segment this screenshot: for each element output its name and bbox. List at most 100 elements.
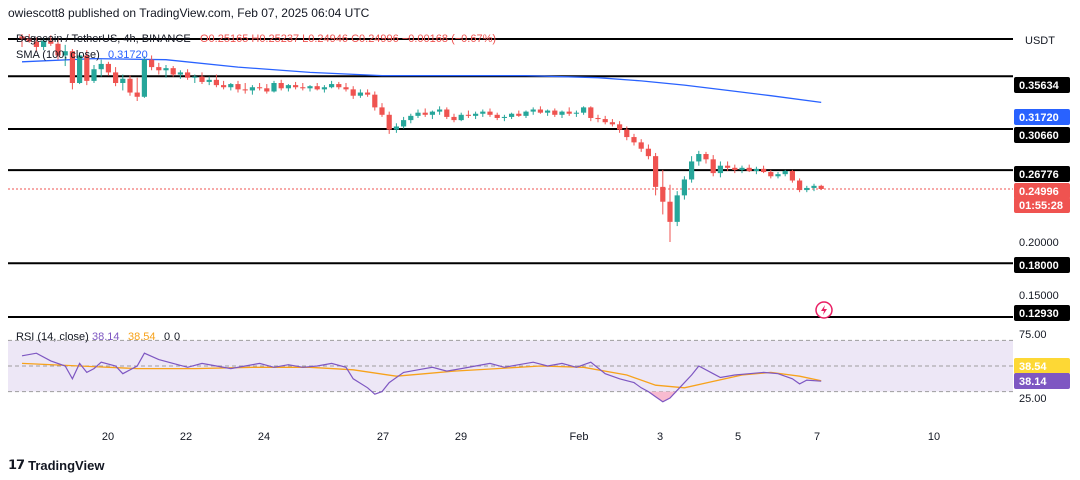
candle-body [689, 161, 695, 180]
candle-body [19, 36, 25, 39]
candle-body [429, 111, 435, 115]
countdown-tag-text: 01:55:28 [1019, 200, 1063, 212]
level-tag-3-text: 0.18000 [1019, 260, 1059, 272]
candle-body [487, 111, 493, 115]
price-tick-0: 0.15000 [1019, 290, 1059, 302]
candle-body [242, 89, 248, 91]
candle-body [379, 107, 385, 115]
candle-body [811, 185, 817, 188]
candle-body [33, 41, 39, 47]
candle-body [69, 51, 75, 83]
candle-body [653, 156, 659, 187]
legend: Dogecoin / TetherUS, 4h, BINANCE O0.2516… [8, 24, 496, 343]
candle-body [365, 92, 371, 95]
candle-body [213, 79, 219, 86]
sma-label: SMA (100, close) [16, 49, 100, 61]
candle-body [797, 180, 803, 191]
tv-brand: TradingView [28, 457, 105, 473]
candle-body [372, 94, 378, 108]
level-tag-2-bg [1014, 166, 1070, 182]
candle-body [631, 137, 637, 143]
tv-logo-icon: 𝟭𝟳 [8, 457, 25, 472]
candle-body [48, 40, 54, 44]
candle-body [804, 187, 810, 191]
rsi-label: RSI (14, close) [16, 331, 89, 343]
candle-body [732, 167, 738, 170]
level-tag-4-text: 0.12930 [1019, 308, 1059, 320]
candle-body [768, 172, 774, 177]
rsi-tag-text: 38.14 [1019, 376, 1047, 388]
rsi-zero-1: 0 [164, 331, 170, 343]
candle-body [444, 109, 450, 117]
level-tag-4-bg [1014, 305, 1070, 321]
candle-body [415, 112, 421, 116]
candle-body [451, 116, 457, 121]
candle-body [609, 122, 615, 125]
time-tick-3: 27 [377, 431, 389, 443]
candle-body [343, 87, 349, 90]
publish-line: owiescott8 published on TradingView.com,… [8, 6, 370, 20]
candle-body [357, 92, 363, 96]
sma-tag-bg [1014, 109, 1070, 125]
level-tag-1-bg [1014, 127, 1070, 143]
candle-body [674, 195, 680, 222]
candle-body [199, 76, 205, 82]
candle-body [545, 110, 551, 113]
candle-body [559, 111, 565, 115]
candle-body [221, 85, 227, 88]
candle-body [725, 165, 731, 168]
level-tag-1: 0.30660 [1014, 127, 1070, 143]
candle-body [314, 86, 320, 90]
level-tag-0: 0.35634 [1014, 77, 1070, 93]
rsi-ma-tag-text: 38.54 [1019, 361, 1047, 373]
candle-body [336, 84, 342, 88]
price-tag-text: 0.24996 [1019, 186, 1059, 198]
countdown-tag: 01:55:28 [1014, 197, 1070, 213]
lightning-icon[interactable] [815, 301, 833, 319]
time-tick-2: 24 [258, 431, 270, 443]
rsi-line [21, 352, 822, 403]
candle-body [753, 168, 759, 171]
candle-body [105, 63, 111, 73]
candle-body [127, 78, 133, 93]
rsi-ma-line [21, 362, 822, 389]
candle-body [192, 76, 198, 78]
candle-body [789, 170, 795, 181]
rsi-tag-bg [1014, 373, 1070, 389]
candle-body [537, 109, 543, 113]
candle-body [271, 83, 277, 92]
candle-body [98, 63, 104, 70]
candle-body [149, 59, 155, 68]
candle-body [818, 185, 824, 189]
time-axis: 20 22 24 27 29 Feb 3 5 7 10 [102, 431, 940, 443]
candle-body [321, 87, 327, 90]
price-tick-1: 0.20000 [1019, 237, 1059, 249]
candle-body [465, 114, 471, 116]
candle-body [185, 72, 191, 78]
sma-line [21, 57, 822, 104]
rsi-zero-2: 0 [174, 331, 180, 343]
price-tag-bg [1014, 183, 1070, 199]
sma-tag-text: 0.31720 [1019, 112, 1059, 124]
candle-body [710, 159, 716, 174]
candle-body [401, 120, 407, 127]
rsi-ma-tag-bg [1014, 358, 1070, 374]
tradingview-logo[interactable]: 𝟭𝟳 TradingView [8, 457, 104, 473]
candle-body [509, 113, 515, 117]
candle-body [393, 126, 399, 130]
time-tick-0: 20 [102, 431, 114, 443]
price-axis: 0.35634 0.31720 0.30660 0.26776 0.24996 01:55… [1014, 77, 1070, 405]
time-tick-1: 22 [180, 431, 192, 443]
candle-body [717, 165, 723, 174]
candle-body [473, 113, 479, 116]
candle-body [228, 84, 234, 88]
candle-body [257, 87, 263, 89]
level-tag-0-text: 0.35634 [1019, 80, 1060, 92]
candle-body [573, 112, 579, 114]
candle-body [581, 107, 587, 113]
candle-body [739, 167, 745, 170]
rsi-ma-legend-value: 38.54 [128, 331, 156, 343]
sma-value: 0.31720 [108, 49, 148, 61]
candle-body [293, 85, 299, 88]
